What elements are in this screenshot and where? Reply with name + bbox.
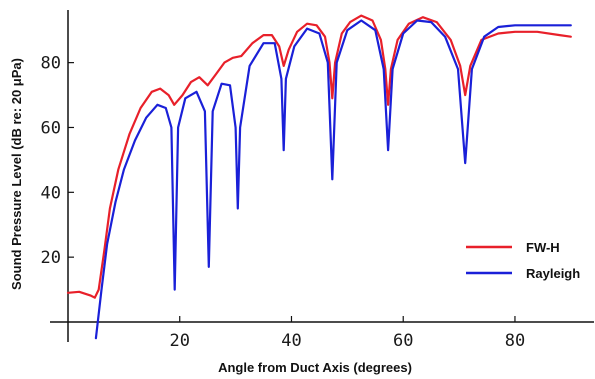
y-tick-label: 60 bbox=[41, 118, 61, 138]
series-line-fw-h bbox=[66, 14, 572, 299]
y-tick-label: 80 bbox=[41, 54, 61, 74]
legend-label: Rayleigh bbox=[526, 266, 580, 281]
axes bbox=[50, 10, 594, 342]
y-tick-label: 20 bbox=[41, 248, 61, 268]
y-axis-title: Sound Pressure Level (dB re: 20 μPa) bbox=[9, 58, 24, 290]
x-tick-label: 60 bbox=[393, 331, 413, 351]
legend: FW-H Rayleigh bbox=[466, 240, 580, 281]
x-tick-label: 80 bbox=[505, 331, 525, 351]
series-line-rayleigh bbox=[94, 19, 572, 340]
y-tick-label: 40 bbox=[41, 183, 61, 203]
series-group bbox=[66, 14, 572, 340]
x-tick-label: 20 bbox=[169, 331, 189, 351]
x-axis-title: Angle from Duct Axis (degrees) bbox=[218, 360, 412, 375]
tick-group: 20 40 60 80 20 40 60 80 bbox=[41, 54, 526, 351]
x-tick-label: 40 bbox=[281, 331, 301, 351]
legend-label: FW-H bbox=[526, 240, 560, 255]
